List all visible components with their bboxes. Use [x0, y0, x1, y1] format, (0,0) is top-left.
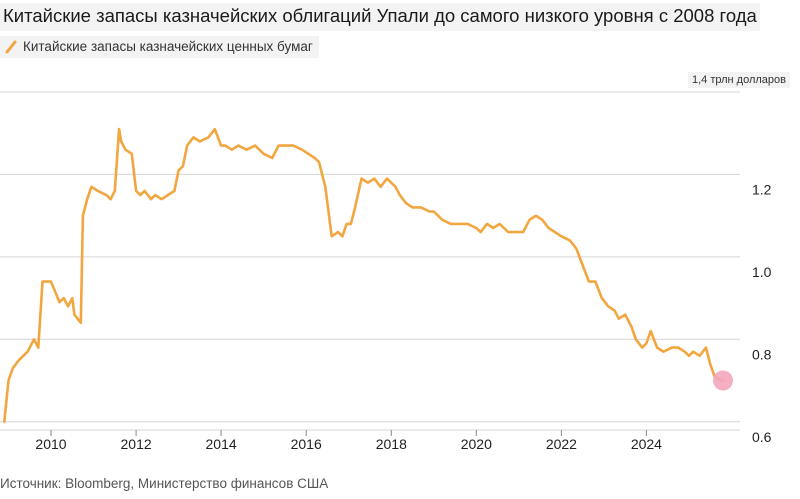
y-axis-unit-label: 1,4 трлн долларов — [687, 72, 790, 88]
x-tick-label: 2010 — [35, 436, 66, 452]
series-line — [3, 127, 725, 424]
x-tick-label: 2018 — [376, 436, 407, 452]
x-tick-label: 2016 — [291, 436, 322, 452]
series-layer — [3, 127, 733, 424]
x-tick-label: 2012 — [121, 436, 152, 452]
x-tick-label: 2014 — [206, 436, 237, 452]
x-tick-label: 2022 — [546, 436, 577, 452]
y-tick-label: 1.0 — [752, 264, 772, 280]
legend-line-icon — [5, 40, 17, 53]
legend-label: Китайские запасы казначейских ценных бум… — [23, 39, 313, 54]
x-tick-label: 2020 — [461, 436, 492, 452]
chart-title: Китайские запасы казначейских облигаций … — [0, 3, 760, 31]
y-axis-ticks: 0.6 0.8 1.0 1.2 — [752, 181, 772, 444]
x-axis-ticks: 2010 2012 2014 2016 2018 2020 2022 2024 — [35, 430, 662, 452]
y-tick-label: 1.2 — [752, 181, 772, 197]
gridlines — [0, 91, 740, 431]
source-note: Источник: Bloomberg, Министерство финанс… — [0, 476, 329, 491]
legend: Китайские запасы казначейских ценных бум… — [0, 36, 319, 58]
x-tick-label: 2024 — [631, 436, 662, 452]
y-tick-label: 0.6 — [752, 429, 772, 445]
y-tick-label: 0.8 — [752, 346, 772, 362]
latest-value-marker — [713, 370, 733, 391]
